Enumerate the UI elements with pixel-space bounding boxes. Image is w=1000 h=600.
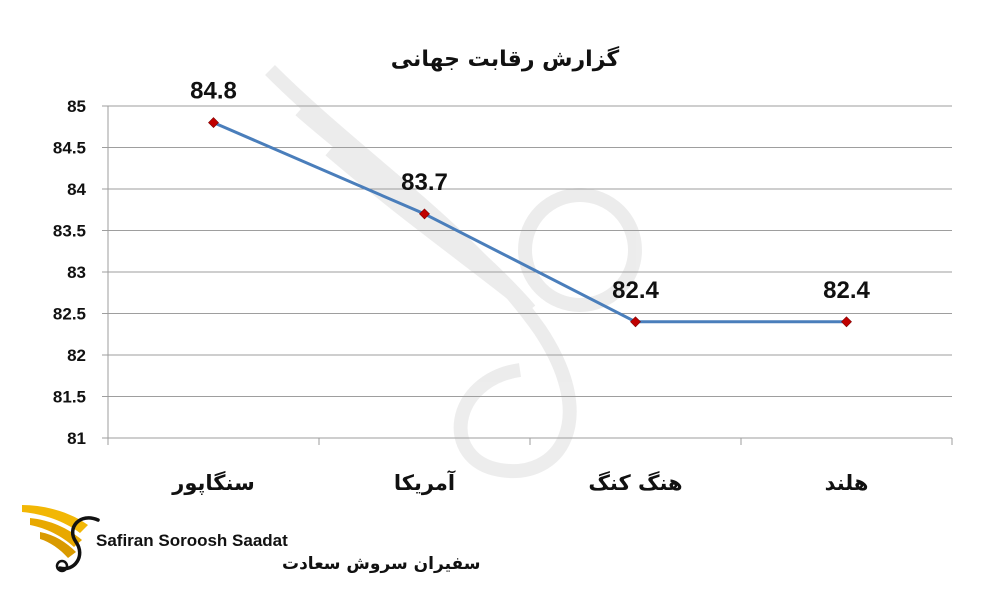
data-point-marker (208, 117, 219, 129)
y-tick-label: 83.5 (53, 222, 86, 241)
x-category-label: آمریکا (394, 470, 456, 495)
data-label: 83.7 (401, 169, 448, 196)
y-tick-label: 83 (67, 263, 86, 282)
x-category-label: هلند (825, 471, 869, 495)
brand-name-en: Safiran Soroosh Saadat (96, 531, 288, 550)
y-tick-label: 82.5 (53, 305, 86, 324)
y-tick-label: 82 (67, 346, 86, 365)
data-point-marker (419, 208, 430, 220)
x-axis-categories: سنگاپور آمریکا هنگ کنگ هلند (171, 470, 868, 495)
data-point-marker (841, 316, 852, 328)
data-labels: 84.8 83.7 82.4 82.4 (190, 78, 870, 304)
brand-name-fa: سفیران سروش سعادت (282, 554, 480, 574)
wing-watermark-icon (265, 65, 642, 479)
data-label: 84.8 (190, 78, 237, 105)
data-label: 82.4 (612, 277, 659, 304)
y-tick-label: 84 (67, 180, 86, 199)
data-point-marker (630, 316, 641, 328)
axes (102, 105, 953, 445)
y-axis-ticks: 81 81.5 82 82.5 83 83.5 84 84.5 85 (53, 97, 87, 448)
y-tick-label: 84.5 (53, 139, 86, 158)
series-line (212, 121, 847, 324)
data-label: 82.4 (823, 277, 870, 304)
y-tick-label: 81.5 (53, 388, 86, 407)
x-category-label: سنگاپور (171, 470, 254, 495)
gridlines (108, 105, 952, 397)
winged-s-logo-icon (22, 505, 100, 573)
y-tick-label: 85 (67, 97, 86, 116)
series (208, 117, 852, 328)
y-tick-label: 81 (67, 429, 86, 448)
x-category-label: هنگ کنگ (588, 470, 682, 495)
chart-title: گزارش رقابت جهانی (391, 45, 620, 72)
